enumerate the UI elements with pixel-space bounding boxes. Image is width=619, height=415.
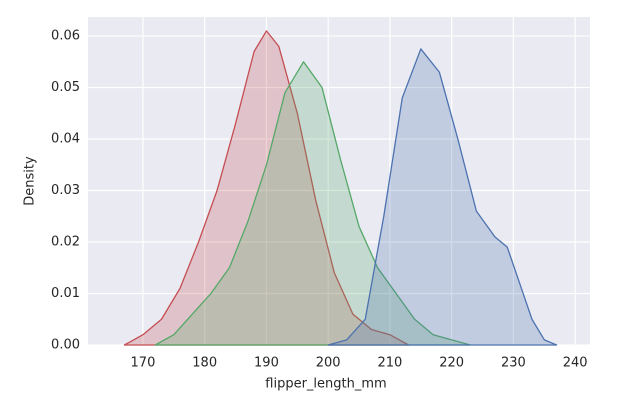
density-area xyxy=(327,48,558,346)
x-tick-label: 200 xyxy=(316,356,341,371)
y-tick-label: 0.06 xyxy=(51,29,80,44)
x-tick-label: 210 xyxy=(378,356,403,371)
y-axis-label: Density xyxy=(23,156,38,206)
y-tick-label: 0.01 xyxy=(51,286,80,301)
y-tick-label: 0.05 xyxy=(51,80,80,95)
y-tick-label: 0.03 xyxy=(51,183,80,198)
x-tick-label: 230 xyxy=(501,356,526,371)
x-tick-label: 190 xyxy=(254,356,279,371)
y-tick-label: 0.02 xyxy=(51,235,80,250)
plot-background xyxy=(88,17,590,345)
x-tick-label: 240 xyxy=(563,356,588,371)
y-tick-label: 0.04 xyxy=(51,132,80,147)
x-axis-label: flipper_length_mm xyxy=(265,377,386,392)
x-tick-label: 180 xyxy=(192,356,217,371)
x-tick-label: 170 xyxy=(131,356,156,371)
density-area xyxy=(154,61,471,346)
density-area xyxy=(123,30,410,346)
y-tick-label: 0.00 xyxy=(51,338,80,353)
x-tick-label: 220 xyxy=(439,356,464,371)
